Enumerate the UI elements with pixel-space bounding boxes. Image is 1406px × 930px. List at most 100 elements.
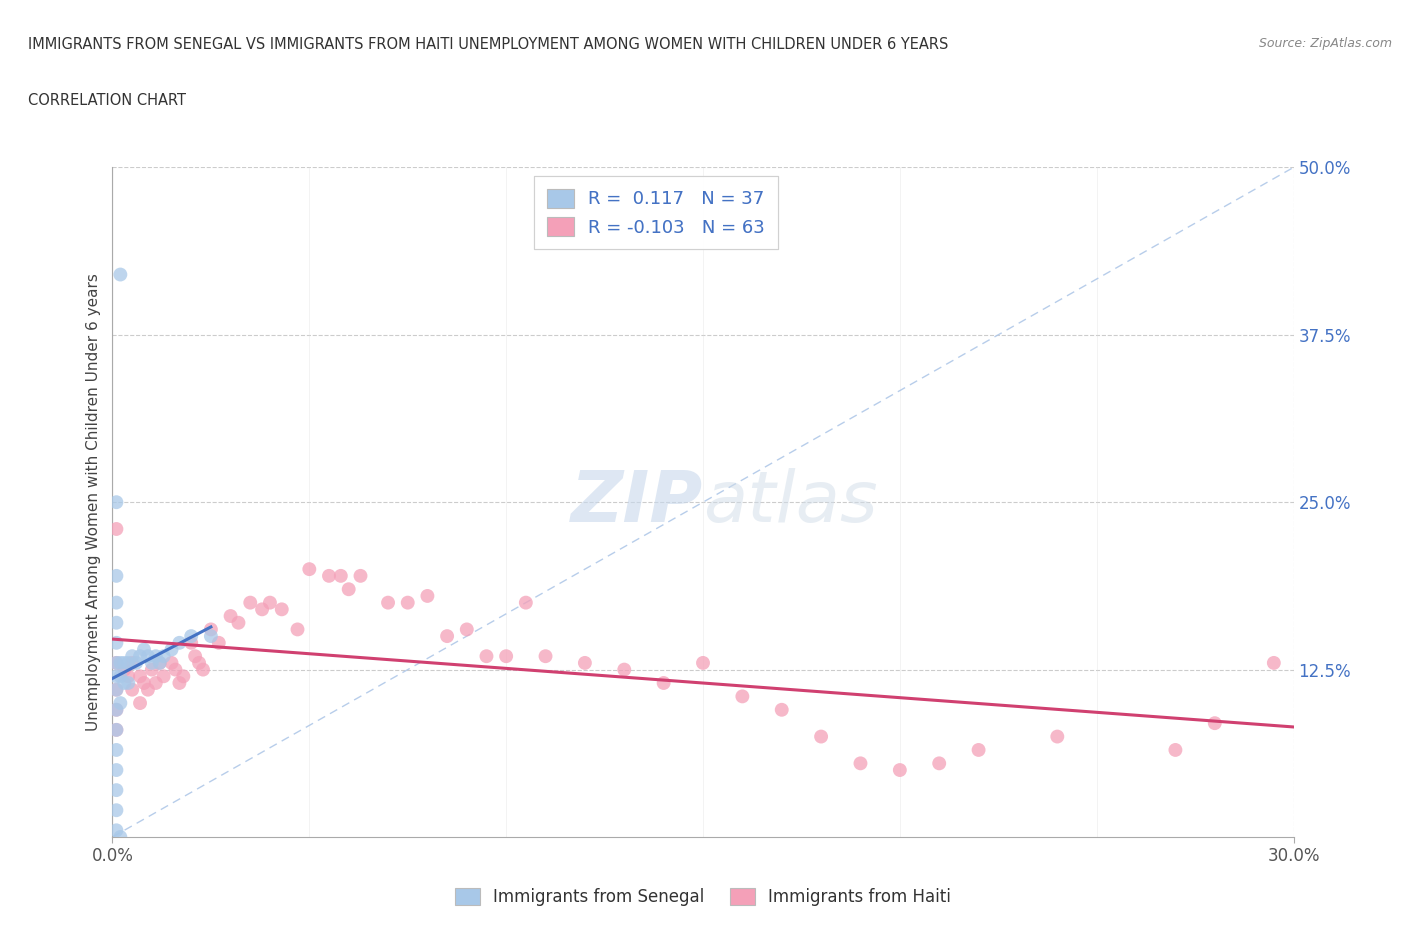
Point (121, 656, 143, 671)
Point (495, 649, 517, 664)
Point (810, 729, 832, 744)
Point (318, 568, 340, 583)
Point (145, 649, 167, 664)
Point (152, 669, 174, 684)
Point (105, 823, 128, 838)
Point (456, 622, 478, 637)
Point (1204, 716, 1226, 731)
Point (928, 756, 950, 771)
Point (141, 662, 163, 677)
Point (117, 675, 139, 690)
Point (1263, 656, 1285, 671)
Point (534, 649, 557, 664)
Point (169, 635, 191, 650)
Point (129, 669, 152, 684)
Point (329, 568, 352, 583)
Point (121, 649, 143, 664)
Point (105, 723, 128, 737)
Point (160, 656, 183, 671)
Point (200, 622, 222, 637)
Point (259, 595, 281, 610)
Point (105, 683, 128, 698)
Point (110, 830, 132, 844)
Point (110, 696, 132, 711)
Text: ZIP: ZIP (571, 468, 703, 537)
Point (112, 662, 135, 677)
Point (149, 656, 172, 671)
Point (145, 675, 167, 690)
Point (136, 683, 159, 698)
Point (208, 635, 231, 650)
Point (219, 608, 242, 623)
Point (652, 675, 675, 690)
Point (110, 656, 132, 671)
Point (731, 689, 754, 704)
Point (112, 656, 135, 671)
Point (105, 702, 128, 717)
Point (416, 589, 439, 604)
Point (136, 649, 159, 664)
Point (349, 568, 371, 583)
Point (180, 629, 202, 644)
Point (377, 595, 399, 610)
Text: Source: ZipAtlas.com: Source: ZipAtlas.com (1258, 37, 1392, 50)
Point (967, 742, 990, 757)
Point (172, 669, 194, 684)
Point (132, 642, 155, 657)
Point (105, 495, 128, 510)
Point (188, 656, 211, 671)
Point (105, 803, 128, 817)
Text: CORRELATION CHART: CORRELATION CHART (28, 93, 186, 108)
Point (889, 763, 911, 777)
Point (149, 656, 172, 671)
Point (121, 683, 143, 698)
Point (117, 656, 139, 671)
Point (180, 635, 202, 650)
Point (165, 662, 187, 677)
Point (613, 662, 636, 677)
Point (129, 649, 152, 664)
Point (105, 702, 128, 717)
Text: atlas: atlas (703, 468, 877, 537)
Point (191, 662, 214, 677)
Point (132, 675, 155, 690)
Point (287, 622, 309, 637)
Point (112, 675, 135, 690)
Point (574, 656, 596, 671)
Point (105, 669, 128, 684)
Text: IMMIGRANTS FROM SENEGAL VS IMMIGRANTS FROM HAITI UNEMPLOYMENT AMONG WOMEN WITH C: IMMIGRANTS FROM SENEGAL VS IMMIGRANTS FR… (28, 37, 949, 52)
Point (239, 595, 262, 610)
Point (1046, 729, 1069, 744)
Y-axis label: Unemployment Among Women with Children Under 6 years: Unemployment Among Women with Children U… (86, 273, 101, 731)
Legend: Immigrants from Senegal, Immigrants from Haiti: Immigrants from Senegal, Immigrants from… (449, 881, 957, 912)
Point (270, 602, 292, 617)
Point (141, 656, 163, 671)
Point (298, 562, 321, 577)
Point (105, 656, 128, 671)
Point (169, 675, 191, 690)
Point (396, 595, 419, 610)
Point (337, 582, 360, 597)
Point (1164, 742, 1187, 757)
Point (770, 702, 793, 717)
Point (105, 635, 128, 650)
Point (105, 723, 128, 737)
Point (105, 783, 128, 798)
Point (436, 629, 458, 644)
Point (105, 763, 128, 777)
Point (475, 649, 498, 664)
Point (105, 742, 128, 757)
Point (117, 669, 139, 684)
Point (105, 656, 128, 671)
Point (228, 616, 250, 631)
Point (129, 696, 152, 711)
Point (105, 683, 128, 698)
Point (105, 616, 128, 631)
Point (110, 669, 132, 684)
Point (849, 756, 872, 771)
Legend: R =  0.117   N = 37, R = -0.103   N = 63: R = 0.117 N = 37, R = -0.103 N = 63 (534, 177, 778, 249)
Point (515, 595, 537, 610)
Point (105, 568, 128, 583)
Point (692, 656, 714, 671)
Point (110, 267, 132, 282)
